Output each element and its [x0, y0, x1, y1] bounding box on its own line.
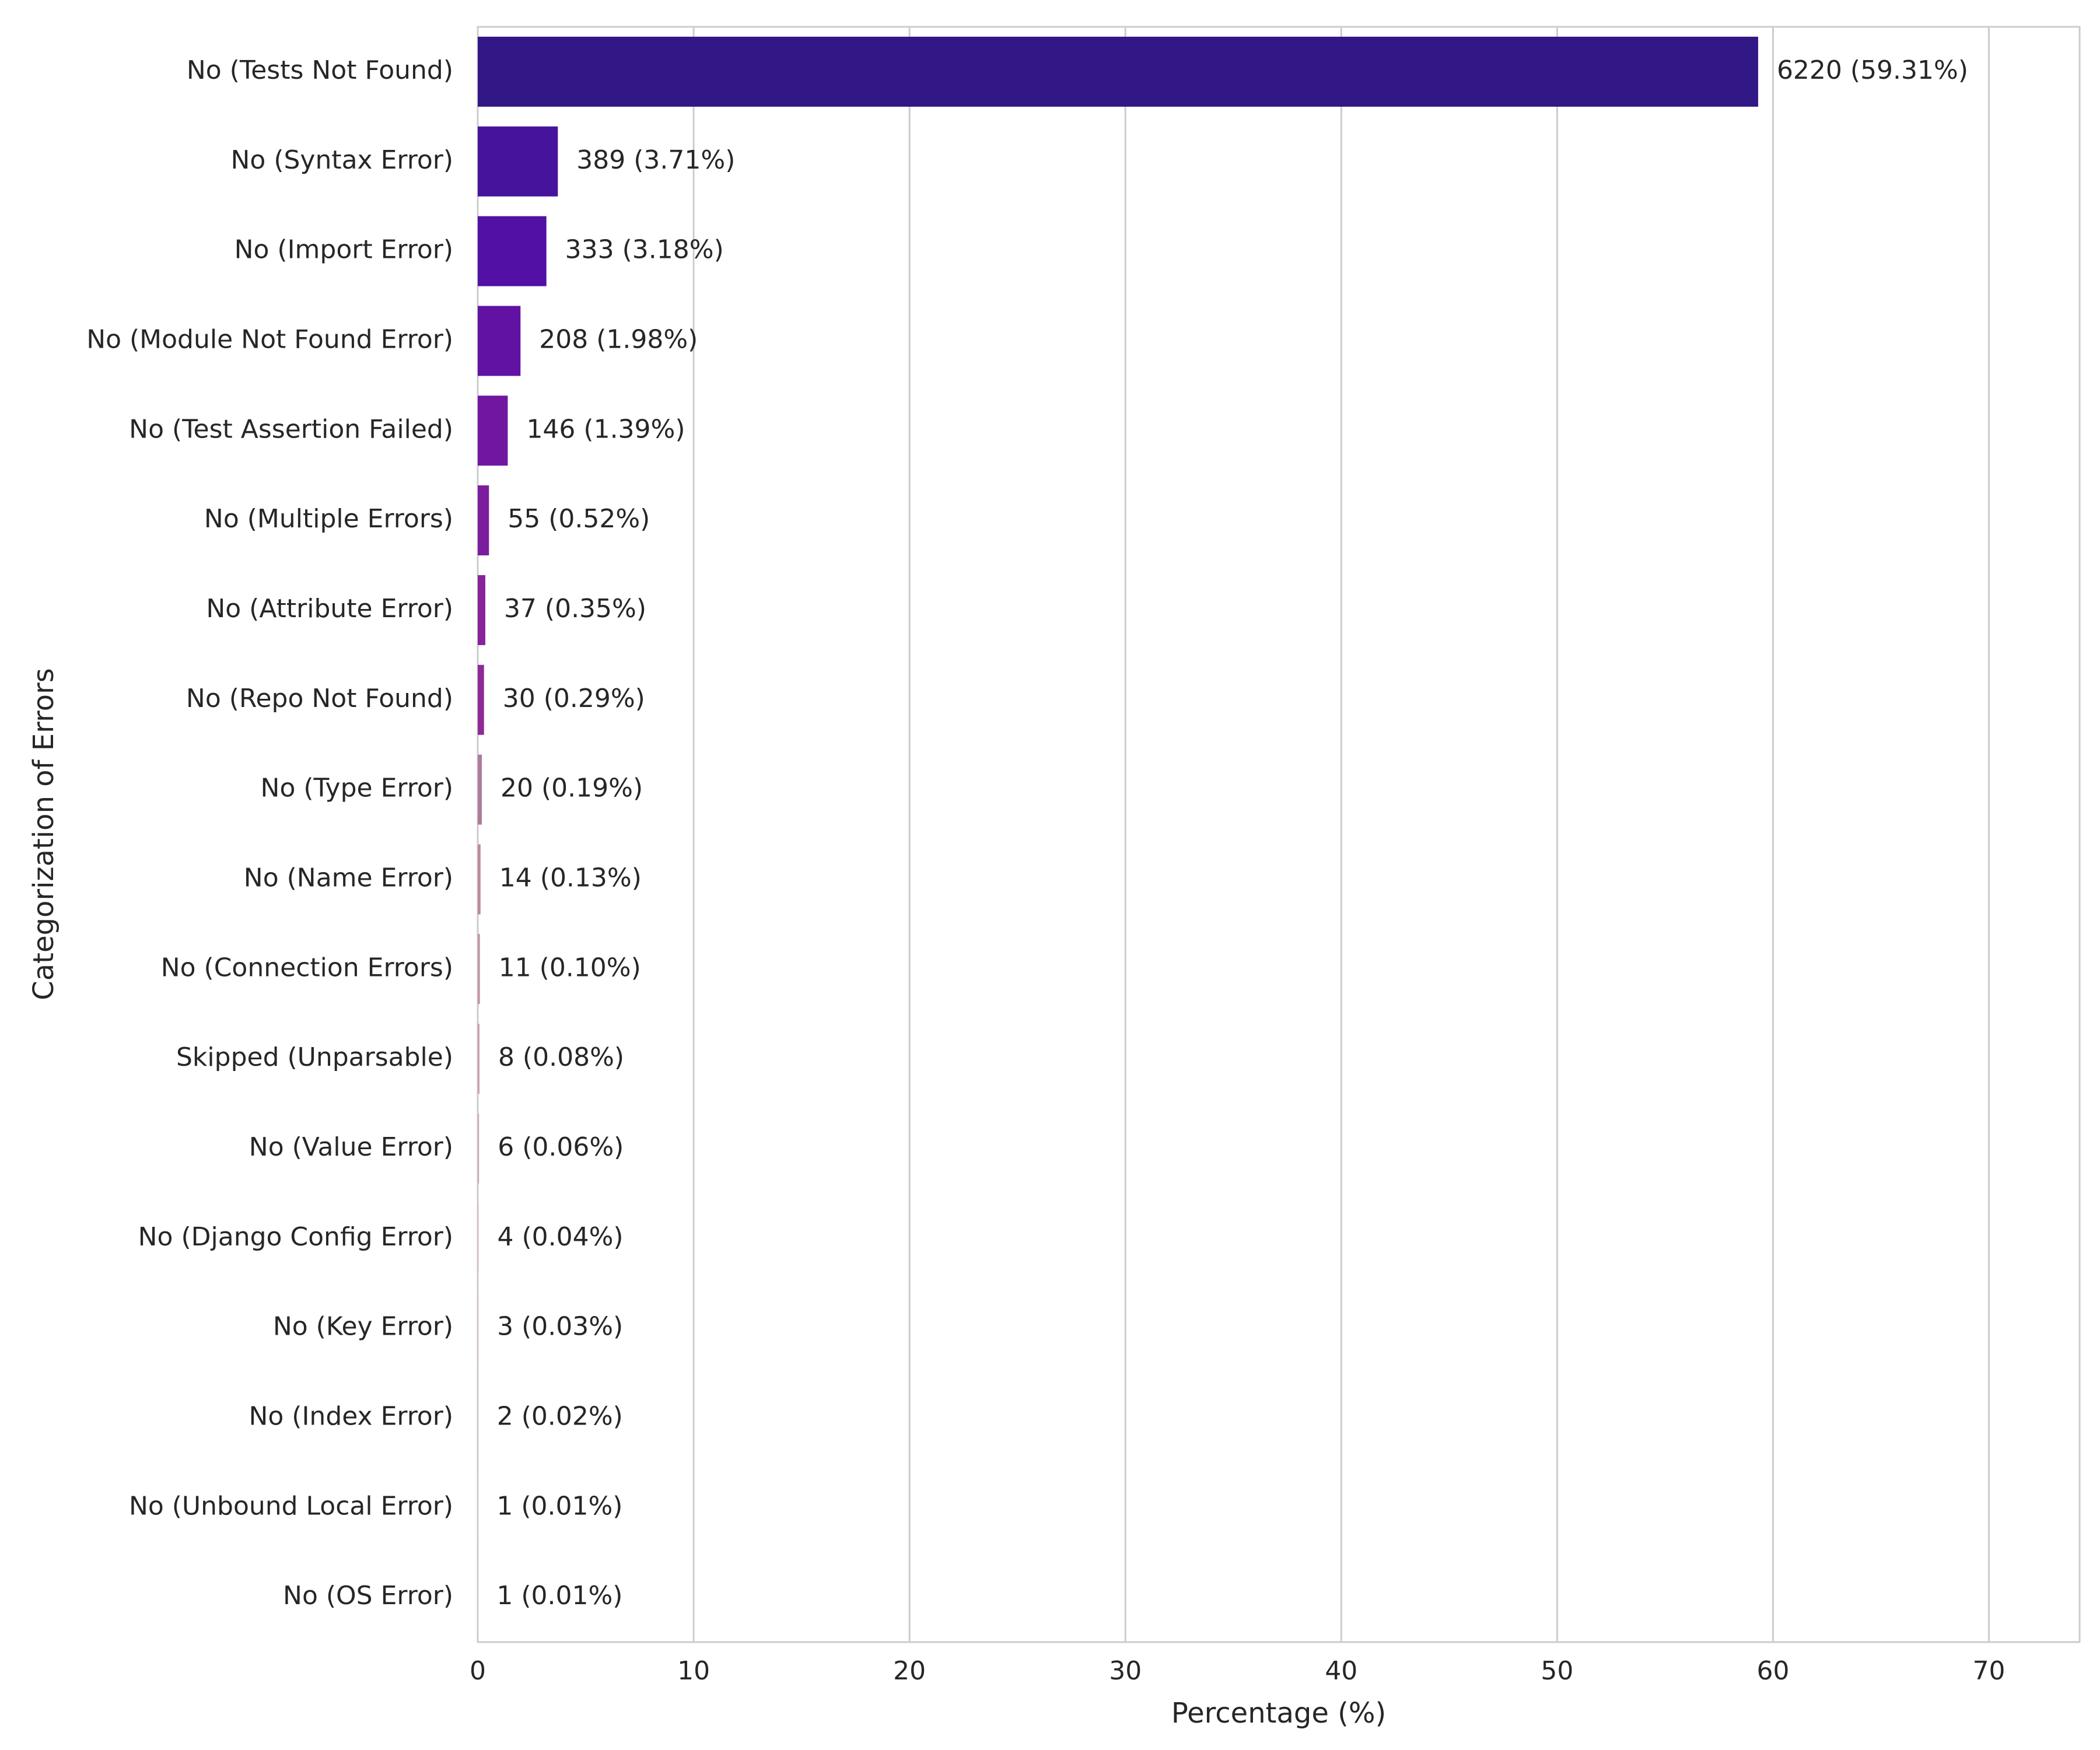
bar — [478, 1113, 480, 1184]
x-axis-label: Percentage (%) — [1171, 1697, 1386, 1730]
x-tick-label: 50 — [1541, 1656, 1573, 1686]
value-label: 6220 (59.31%) — [1777, 55, 1968, 85]
y-tick-label: No (Connection Errors) — [161, 953, 453, 982]
value-label: 6 (0.06%) — [498, 1132, 624, 1162]
bar — [478, 844, 481, 915]
bar — [478, 575, 485, 645]
x-tick-label: 20 — [893, 1656, 926, 1686]
y-tick-label: No (Name Error) — [244, 863, 453, 892]
y-tick-label: No (Attribute Error) — [206, 594, 453, 624]
y-tick-label: No (Key Error) — [273, 1312, 453, 1342]
value-label: 208 (1.98%) — [539, 324, 698, 354]
value-label: 1 (0.01%) — [496, 1491, 622, 1521]
bar — [478, 216, 547, 286]
bar — [478, 754, 482, 825]
value-label: 1 (0.01%) — [496, 1581, 622, 1611]
y-tick-label: No (Unbound Local Error) — [129, 1491, 453, 1521]
plot-frame — [477, 26, 2081, 1643]
bar — [478, 396, 508, 466]
value-label: 11 (0.10%) — [499, 953, 641, 982]
value-label: 37 (0.35%) — [504, 594, 646, 624]
y-tick-label: No (Type Error) — [261, 774, 453, 803]
bar — [478, 1024, 480, 1094]
y-tick-label: No (Syntax Error) — [231, 145, 454, 175]
value-label: 14 (0.13%) — [499, 863, 642, 892]
y-tick-label: Skipped (Unparsable) — [176, 1042, 453, 1072]
value-label: 20 (0.19%) — [501, 774, 643, 803]
y-tick-label: No (Tests Not Found) — [187, 55, 453, 85]
y-tick-label: No (Multiple Errors) — [204, 504, 453, 534]
y-tick-label: No (Repo Not Found) — [186, 684, 453, 713]
bar — [478, 306, 521, 376]
y-tick-label: No (OS Error) — [283, 1581, 453, 1611]
bar — [478, 934, 480, 1005]
value-label: 8 (0.08%) — [498, 1042, 624, 1072]
x-tick-label: 70 — [1973, 1656, 2006, 1686]
y-axis-label: Categorization of Errors — [27, 668, 60, 1000]
value-label: 146 (1.39%) — [526, 414, 685, 444]
y-tick-label: No (Django Config Error) — [138, 1222, 453, 1252]
bar — [478, 36, 1758, 107]
value-label: 389 (3.71%) — [576, 145, 735, 175]
y-tick-label: No (Value Error) — [249, 1132, 453, 1162]
value-label: 4 (0.04%) — [497, 1222, 623, 1252]
value-label: 30 (0.29%) — [503, 684, 645, 713]
x-tick-label: 40 — [1325, 1656, 1357, 1686]
value-label: 55 (0.52%) — [508, 504, 650, 534]
bar — [478, 126, 558, 197]
y-tick-label: No (Module Not Found Error) — [86, 324, 453, 354]
y-tick-label: No (Import Error) — [235, 235, 453, 265]
x-tick-label: 10 — [677, 1656, 710, 1686]
x-tick-label: 0 — [470, 1656, 486, 1686]
y-tick-label: No (Test Assertion Failed) — [129, 414, 453, 444]
value-label: 2 (0.02%) — [497, 1401, 623, 1431]
value-label: 3 (0.03%) — [497, 1312, 623, 1342]
bar — [478, 485, 489, 556]
x-tick-label: 60 — [1756, 1656, 1789, 1686]
bar — [478, 664, 484, 735]
x-tick-label: 30 — [1109, 1656, 1142, 1686]
value-label: 333 (3.18%) — [565, 235, 724, 265]
y-tick-label: No (Index Error) — [249, 1401, 453, 1431]
